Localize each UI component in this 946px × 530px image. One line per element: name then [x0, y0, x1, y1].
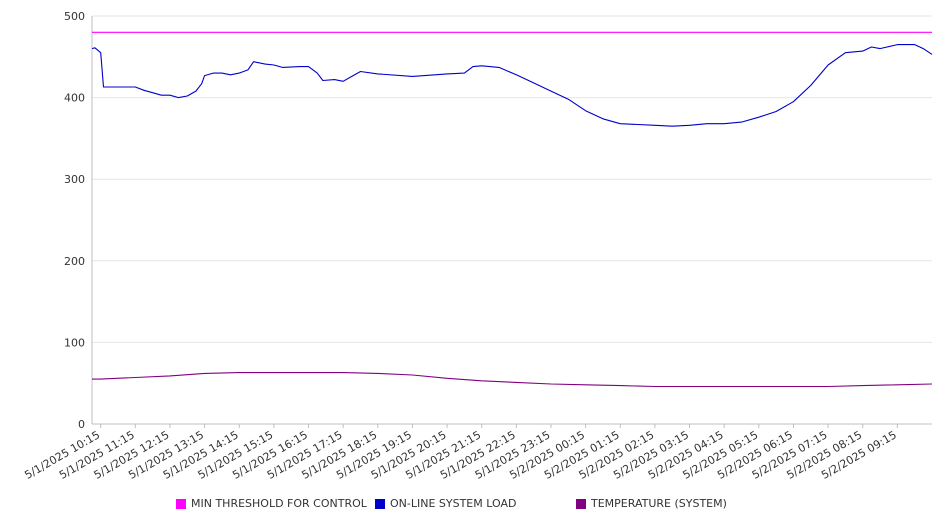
- x-tick-labels: 5/1/2025 10:155/1/2025 11:155/1/2025 12:…: [22, 428, 898, 482]
- legend-swatch-min-threshold: [176, 498, 186, 509]
- legend: MIN THRESHOLD FOR CONTROL ON-LINE SYSTEM…: [0, 497, 946, 517]
- legend-item-temperature[interactable]: TEMPERATURE (SYSTEM): [576, 497, 727, 510]
- y-tick-label-300: 300: [64, 173, 85, 186]
- y-tick-labels: 0 100 200 300 400 500: [64, 10, 85, 431]
- y-tick-label-400: 400: [64, 92, 85, 105]
- series-layer: [91, 31, 933, 388]
- axis-layer: [91, 16, 932, 428]
- legend-item-system-load[interactable]: ON-LINE SYSTEM LOAD: [375, 497, 516, 510]
- y-tick-label-500: 500: [64, 10, 85, 23]
- temperature-line: [92, 372, 933, 388]
- y-tick-label-200: 200: [64, 255, 85, 268]
- legend-label-min-threshold: MIN THRESHOLD FOR CONTROL: [191, 497, 367, 510]
- y-tick-label-100: 100: [64, 336, 85, 349]
- legend-swatch-system-load: [375, 498, 385, 509]
- grid-layer: [92, 15, 932, 343]
- legend-swatch-temperature: [576, 498, 586, 509]
- legend-item-min-threshold[interactable]: MIN THRESHOLD FOR CONTROL: [176, 497, 367, 510]
- legend-label-temperature: TEMPERATURE (SYSTEM): [591, 497, 727, 510]
- y-tick-label-0: 0: [78, 418, 85, 431]
- system-load-line: [91, 44, 933, 127]
- legend-label-system-load: ON-LINE SYSTEM LOAD: [390, 497, 517, 510]
